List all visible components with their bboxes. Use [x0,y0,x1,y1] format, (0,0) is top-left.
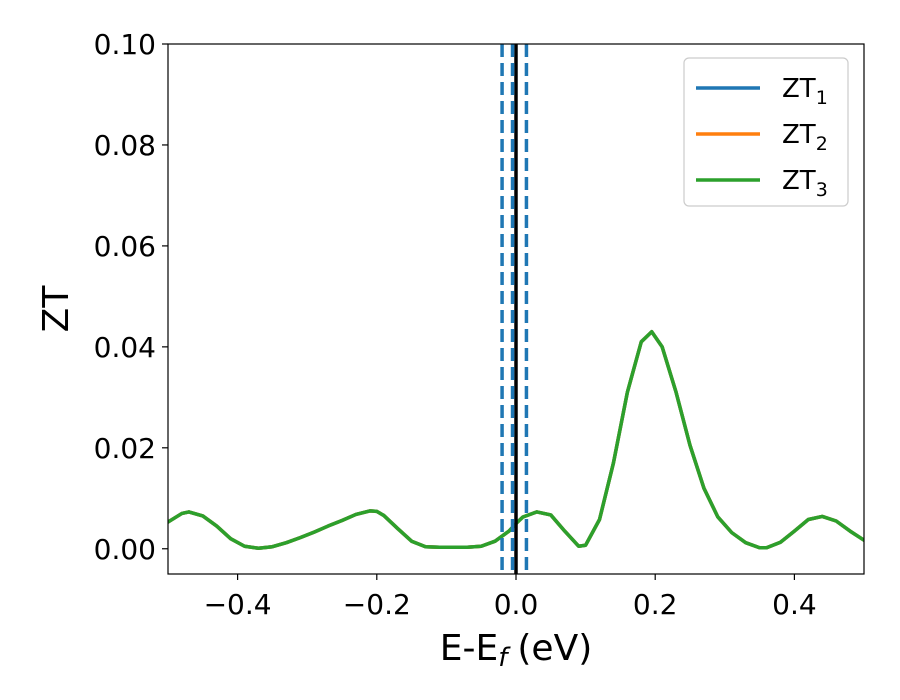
x-axis-label-unit: (eV) [517,628,592,669]
legend: ZT1 ZT2 ZT3 [683,57,849,207]
y-tick-label: 0.10 [94,28,156,61]
x-ticks: −0.4 −0.2 0.0 0.2 0.4 [204,574,817,621]
x-axis-label-sub: f [498,643,511,673]
y-ticks: 0.00 0.02 0.04 0.06 0.08 0.10 [94,28,168,566]
y-tick-label: 0.04 [94,331,156,364]
x-tick-label: 0.4 [772,588,817,621]
y-tick-label: 0.00 [94,533,156,566]
x-tick-label: −0.2 [343,588,411,621]
y-tick-label: 0.06 [94,230,156,263]
x-tick-label: −0.4 [204,588,272,621]
x-tick-label: 0.0 [494,588,539,621]
legend-label-zt2: ZT2 [782,120,828,155]
x-tick-label: 0.2 [633,588,678,621]
y-tick-label: 0.08 [94,129,156,162]
y-axis-label: ZT [36,285,77,333]
legend-label-zt3: ZT3 [782,166,828,201]
x-axis-label-main: E-E [440,628,498,669]
x-axis-label: E-Ef (eV) [440,628,593,673]
legend-box [683,57,849,207]
y-tick-label: 0.02 [94,432,156,465]
vline-layer [500,44,529,574]
legend-label-zt1: ZT1 [782,74,828,109]
